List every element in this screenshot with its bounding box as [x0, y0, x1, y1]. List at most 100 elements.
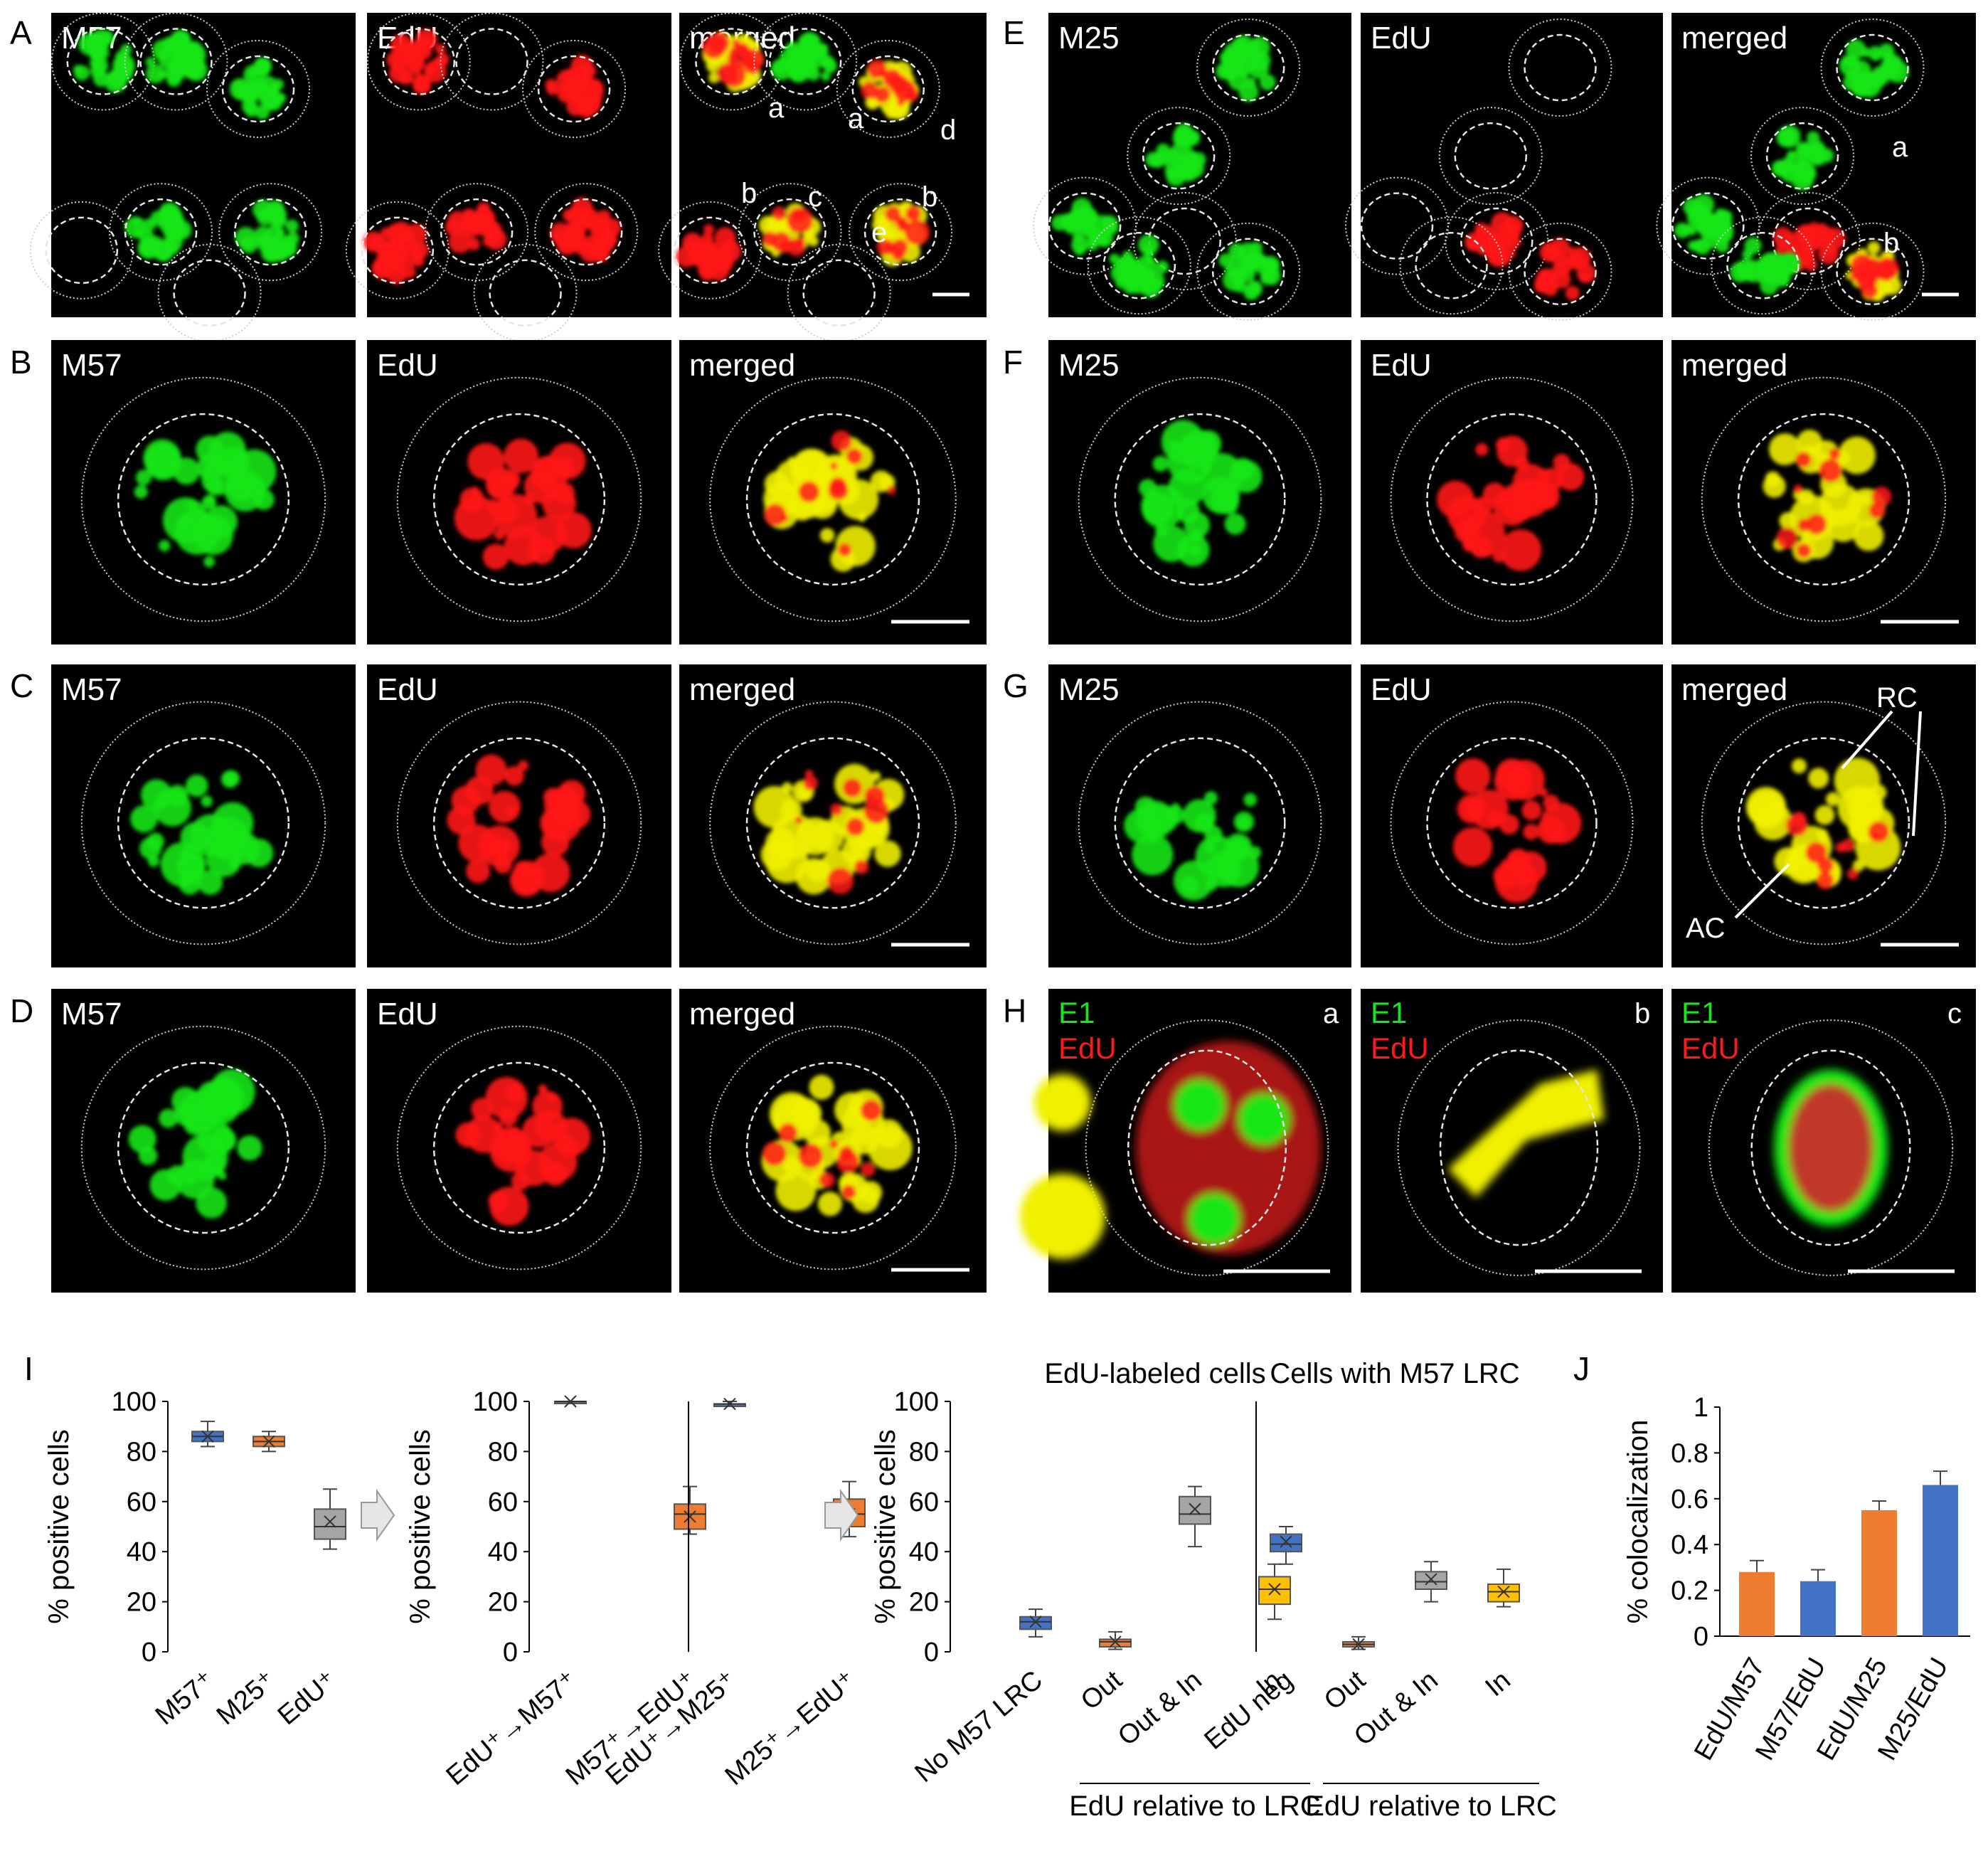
- y-tick-label: 80: [127, 1437, 156, 1467]
- signal-spot: [1860, 258, 1884, 282]
- panel-letter-b: B: [10, 344, 32, 381]
- group-label: EdU relative to LRC: [1305, 1791, 1556, 1822]
- signal-spot: [1204, 825, 1223, 844]
- signal-blobs: [1729, 237, 1801, 295]
- signal-spot: [1881, 51, 1896, 65]
- signal-spot: [145, 57, 156, 68]
- signal-spot: [412, 75, 432, 95]
- nucleus-outline: [753, 198, 826, 266]
- signal-spot: [186, 774, 208, 797]
- signal-spot: [229, 78, 251, 100]
- signal-spot: [706, 59, 720, 73]
- signal-spot: [486, 473, 512, 499]
- signal-spot: [1230, 457, 1255, 482]
- box-chart-1: 0 20 40 60 80 100 % positive cells M57⁺M25⁺EdU⁺: [43, 1387, 346, 1731]
- signal-blobs: [859, 58, 920, 120]
- mean-marker: [564, 1395, 577, 1408]
- signal-spot: [196, 435, 224, 464]
- signal-spot: [480, 217, 497, 234]
- signal-spot: [1532, 482, 1561, 510]
- box-body: [1179, 1495, 1211, 1525]
- signal-spot: [1172, 131, 1189, 147]
- signal-spot: [135, 470, 152, 486]
- signal-spot: [1253, 51, 1271, 70]
- signal-spot: [435, 43, 446, 55]
- signal-spot: [873, 1119, 903, 1149]
- signal-spot: [884, 242, 898, 255]
- signal-spot: [819, 528, 835, 543]
- channel-label: EdU: [377, 672, 438, 707]
- signal-spot: [1826, 792, 1840, 807]
- signal-spot: [1814, 805, 1835, 825]
- subpanel-label: a: [1323, 998, 1339, 1029]
- signal-spot: [809, 1074, 834, 1100]
- signal-spot: [1152, 455, 1169, 472]
- signal-spot: [762, 231, 777, 247]
- signal-spot: [548, 1092, 558, 1101]
- nucleus-outline: [1127, 1049, 1287, 1246]
- signal-spot: [1140, 277, 1162, 298]
- nucleus-outline: [66, 28, 140, 95]
- box-1: [713, 1397, 746, 1411]
- channel-label-red: EdU: [1681, 1031, 1740, 1065]
- signal-spot: [145, 64, 166, 84]
- signal-blobs: [1774, 1069, 1888, 1226]
- signal-blobs: [545, 54, 605, 119]
- channel-label: merged: [689, 997, 795, 1031]
- signal-spot: [373, 257, 390, 275]
- nucleus-outline: [851, 55, 925, 123]
- signal-spot: [1694, 238, 1711, 255]
- channel-label: EdU: [377, 348, 438, 383]
- signal-spot: [1795, 451, 1812, 468]
- signal-spot: [147, 832, 165, 851]
- signal-spot: [1169, 144, 1185, 160]
- signal-blobs: [758, 203, 822, 258]
- cell-annotation: c: [808, 181, 822, 213]
- signal-spot: [803, 775, 819, 791]
- channel-label-green: E1: [1058, 996, 1095, 1029]
- signal-spot: [1145, 255, 1154, 265]
- signal-spot: [485, 1076, 528, 1120]
- signal-spot: [1829, 447, 1841, 460]
- signal-spot: [1521, 800, 1542, 821]
- x-tick-label: EdU neg: [1198, 1665, 1298, 1756]
- signal-spot: [1817, 226, 1836, 245]
- signal-spot: [202, 1154, 225, 1177]
- signal-spot: [1846, 868, 1859, 880]
- ac-arrow: [1734, 863, 1790, 919]
- signal-spot: [870, 470, 893, 493]
- signal-spot: [1687, 201, 1709, 224]
- signal-spot: [1543, 794, 1560, 811]
- nucleus-outline: [1114, 737, 1286, 909]
- signal-spot: [1200, 433, 1211, 444]
- signal-spot: [114, 63, 134, 83]
- panel-letter-j: J: [1573, 1350, 1590, 1387]
- signal-spot: [556, 83, 578, 103]
- signal-spot: [778, 1123, 798, 1143]
- signal-spot: [1687, 240, 1699, 251]
- signal-spot: [864, 785, 886, 807]
- signal-spot: [132, 217, 142, 227]
- channel-label: merged: [1681, 21, 1787, 55]
- signal-spot: [1553, 453, 1570, 472]
- signal-spot: [553, 457, 575, 478]
- box-1: [1270, 1526, 1302, 1565]
- nucleus-outline: [1671, 192, 1745, 260]
- signal-spot: [708, 32, 730, 54]
- nucleus-outline: [1426, 737, 1598, 909]
- cell-outline: [345, 201, 450, 299]
- mean-marker: [1109, 1635, 1122, 1648]
- channel-label-green: E1: [1371, 996, 1407, 1029]
- signal-blobs: [447, 754, 591, 897]
- microscopy-grid: M57EdUmergedM57EdUmergedM57EdUmergedM57E…: [29, 12, 1976, 1293]
- signal-spot: [1835, 842, 1846, 853]
- cell-outline: [157, 243, 262, 342]
- box-3: [1415, 1561, 1447, 1603]
- signal-spot: [588, 240, 610, 262]
- signal-spot: [1565, 285, 1580, 301]
- signal-spot: [477, 202, 491, 216]
- signal-spot: [1167, 438, 1213, 484]
- signal-blobs: [1216, 35, 1276, 102]
- signal-spot: [164, 62, 186, 83]
- nucleus-outline: [432, 1061, 606, 1234]
